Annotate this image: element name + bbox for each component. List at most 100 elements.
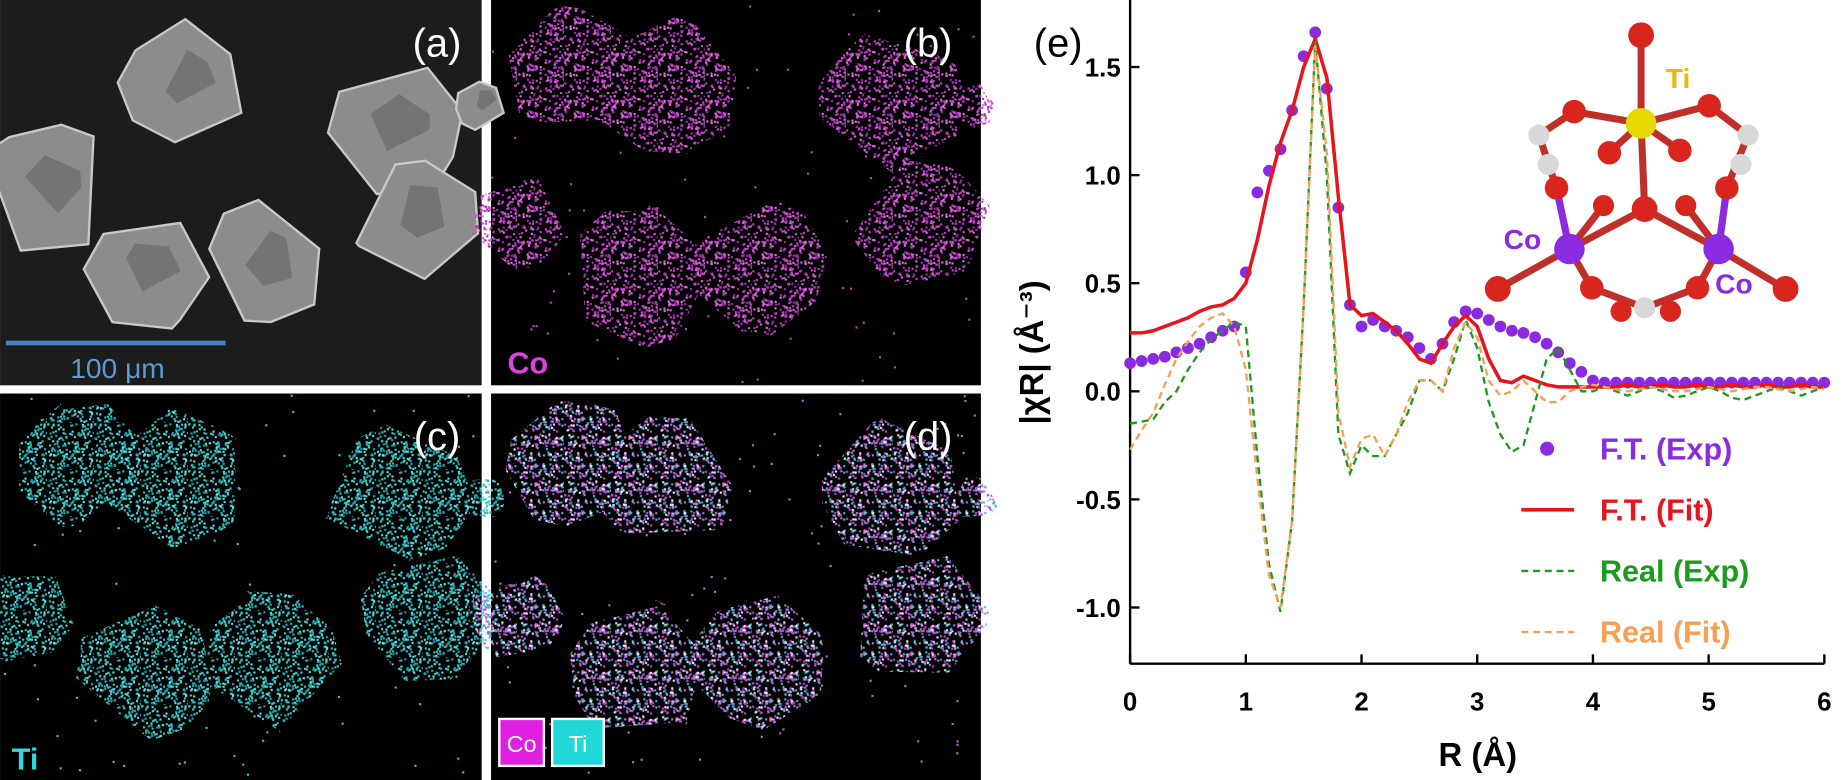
noise-dot: [549, 301, 552, 304]
panel-label: (e): [1034, 21, 1083, 65]
noise-dot: [811, 695, 814, 698]
noise-dot: [683, 299, 686, 302]
noise-dot: [683, 532, 686, 535]
noise-dot: [782, 728, 785, 731]
noise-dot: [549, 723, 552, 726]
noise-dot: [956, 740, 959, 743]
noise-dot: [499, 582, 502, 585]
noise-dot: [348, 455, 351, 458]
noise-dot: [457, 483, 460, 487]
noise-dot: [675, 525, 679, 529]
y-tick-label: -1.0: [1076, 595, 1121, 623]
noise-dot: [956, 743, 959, 746]
noise-dot: [909, 447, 912, 450]
crystal-structure: [1484, 22, 1799, 322]
noise-dot: [845, 220, 849, 223]
legend-label: Ti: [569, 731, 588, 757]
noise-dot: [871, 694, 874, 698]
noise-dot: [618, 673, 621, 676]
noise-dot: [359, 526, 362, 529]
noise-dot: [469, 505, 472, 509]
element-map-particle: [692, 200, 828, 336]
panel-label: (b): [904, 21, 953, 65]
noise-dot: [786, 68, 789, 71]
element-map-particle: [468, 177, 565, 270]
noise-dot: [591, 713, 594, 716]
noise-dot: [501, 498, 504, 501]
noise-dot: [820, 684, 824, 687]
noise-dot: [741, 380, 744, 384]
noise-dot: [618, 471, 621, 474]
noise-dot: [457, 445, 460, 448]
noise-dot: [205, 696, 208, 699]
noise-dot: [748, 490, 752, 493]
noise-dot: [262, 739, 265, 742]
noise-dot: [646, 263, 649, 266]
noise-dot: [337, 518, 340, 521]
noise-dot: [760, 735, 763, 738]
noise-dot: [707, 315, 710, 318]
noise-dot: [820, 525, 823, 528]
noise-dot: [224, 442, 227, 445]
noise-dot: [892, 194, 895, 198]
noise-dot: [3, 672, 7, 676]
noise-dot: [242, 763, 245, 766]
noise-dot: [321, 636, 325, 639]
noise-dot: [569, 183, 573, 186]
noise-dot: [112, 760, 115, 763]
crystal-facet: [476, 90, 497, 111]
element-map-particle: [952, 477, 999, 519]
noise-dot: [773, 433, 776, 436]
noise-dot: [627, 731, 630, 734]
legend-label: Real (Exp): [1600, 554, 1749, 588]
data-point: [1587, 374, 1599, 387]
noise-dot: [829, 564, 832, 568]
crystal-facet: [165, 49, 216, 104]
y-tick-label: 1.0: [1085, 163, 1121, 191]
noise-dot: [436, 522, 439, 525]
noise-dot: [337, 695, 341, 699]
noise-dot: [957, 434, 960, 437]
noise-dot: [467, 583, 470, 586]
legend-label: Co: [507, 731, 537, 757]
element-map-particle: [818, 34, 967, 175]
noise-dot: [714, 590, 717, 593]
data-point: [1506, 324, 1518, 337]
element-map-particle: [851, 160, 990, 286]
noise-dot: [565, 236, 568, 239]
noise-dot: [546, 332, 549, 335]
element-map-particle: [569, 598, 705, 729]
data-point: [1124, 357, 1136, 370]
data-point: [1540, 337, 1553, 350]
legend-label: F.T. (Exp): [1600, 432, 1732, 466]
noise-dot: [213, 539, 216, 542]
data-point: [1563, 357, 1576, 370]
x-tick-label: 4: [1586, 689, 1601, 717]
noise-dot: [267, 596, 270, 599]
crystal-facet: [25, 155, 82, 214]
noise-dot: [587, 771, 590, 774]
noise-dot: [422, 490, 425, 493]
legend-box: [550, 717, 606, 768]
noise-dot: [862, 321, 865, 324]
noise-dot: [892, 332, 895, 335]
element-map-particle: [508, 5, 634, 126]
panel-label: (a): [413, 21, 462, 65]
noise-dot: [553, 633, 556, 636]
data-point: [1413, 342, 1426, 354]
data-point: [1251, 186, 1264, 199]
noise-dot: [752, 465, 755, 468]
element-map-particle: [74, 605, 212, 741]
data-point: [1575, 365, 1588, 378]
noise-dot: [373, 409, 376, 412]
noise-dot: [816, 454, 820, 457]
atom-label: Ti: [1666, 62, 1691, 94]
noise-dot: [178, 762, 181, 765]
noise-dot: [265, 424, 268, 427]
noise-dot: [616, 357, 619, 360]
noise-dot: [568, 209, 571, 212]
y-tick-label: 0.0: [1085, 379, 1121, 407]
noise-dot: [504, 257, 507, 260]
noise-dot: [568, 272, 571, 275]
